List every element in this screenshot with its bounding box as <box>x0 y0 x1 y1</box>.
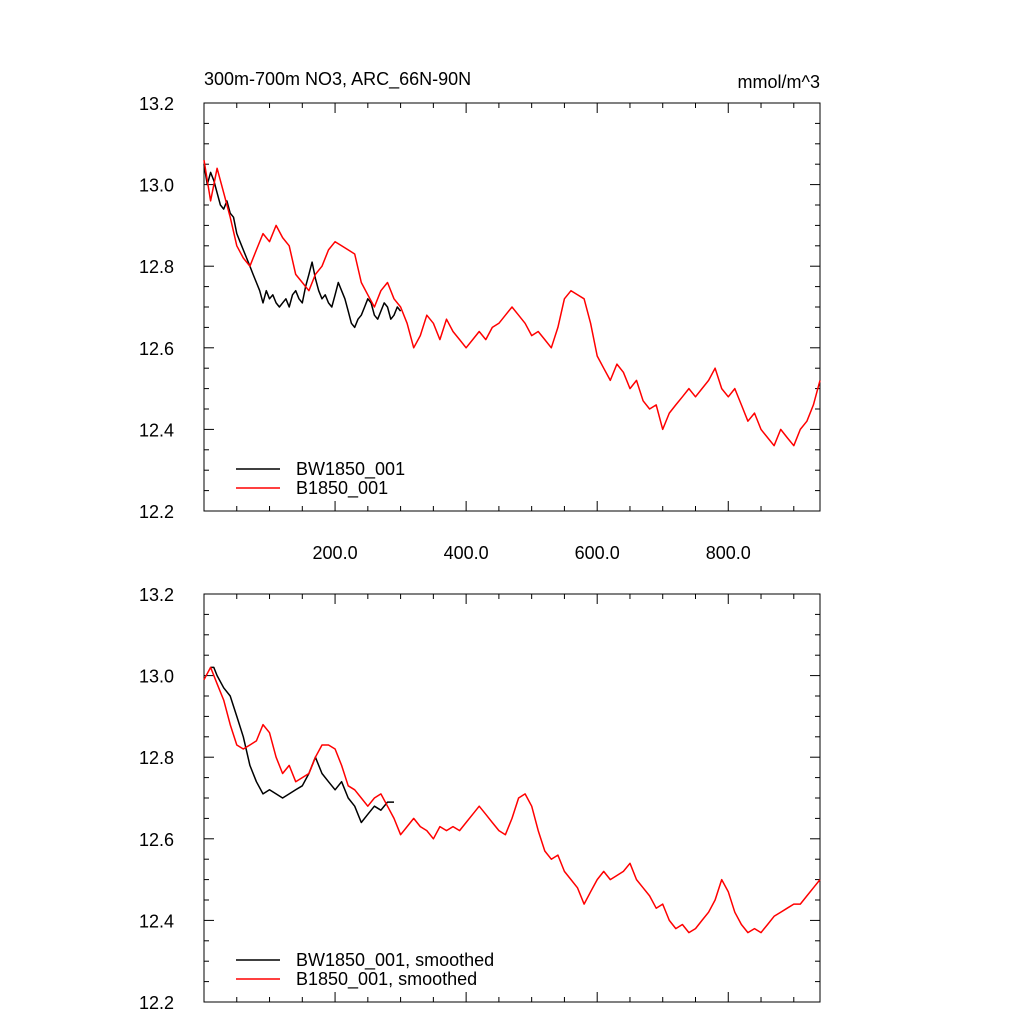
y-tick-label: 13.0 <box>139 667 174 687</box>
y-tick-label: 13.2 <box>139 94 174 114</box>
plot-frame <box>203 593 821 1003</box>
legend-label: BW1850_001 <box>296 459 405 480</box>
y-tick-label: 12.8 <box>139 257 174 277</box>
x-tick-label: 200.0 <box>313 543 358 563</box>
legend-label: B1850_001, smoothed <box>296 969 477 990</box>
top-panel: 13.2 13.0 12.8 12.6 12.4 12.2 200.0 400.0 600.0 8… <box>139 94 821 563</box>
series-line-2 <box>203 159 821 447</box>
y-tick-label: 12.8 <box>139 748 174 768</box>
legend-label: BW1850_001, smoothed <box>296 950 494 971</box>
y-tick-label: 12.2 <box>139 993 174 1013</box>
legend-label: B1850_001 <box>296 478 388 499</box>
y-tick-label: 13.0 <box>139 176 174 196</box>
bottom-panel: 13.2 13.0 12.8 12.6 12.4 12.2 BW1850_001, smoo… <box>139 585 821 1013</box>
y-tick-label: 12.6 <box>139 339 174 359</box>
y-tick-label: 12.4 <box>139 911 174 931</box>
x-tick-label: 800.0 <box>706 543 751 563</box>
units-label: mmol/m^3 <box>738 72 820 92</box>
y-tick-label: 12.6 <box>139 830 174 850</box>
y-tick-label: 12.2 <box>139 502 174 522</box>
x-tick-label: 400.0 <box>444 543 489 563</box>
series-line-1 <box>203 164 402 329</box>
series-line-2 <box>203 666 821 934</box>
series-line-1 <box>210 666 394 824</box>
y-tick-label: 12.4 <box>139 420 174 440</box>
x-tick-label: 600.0 <box>575 543 620 563</box>
y-tick-label: 13.2 <box>139 585 174 605</box>
chart-title: 300m-700m NO3, ARC_66N-90N <box>204 69 471 90</box>
